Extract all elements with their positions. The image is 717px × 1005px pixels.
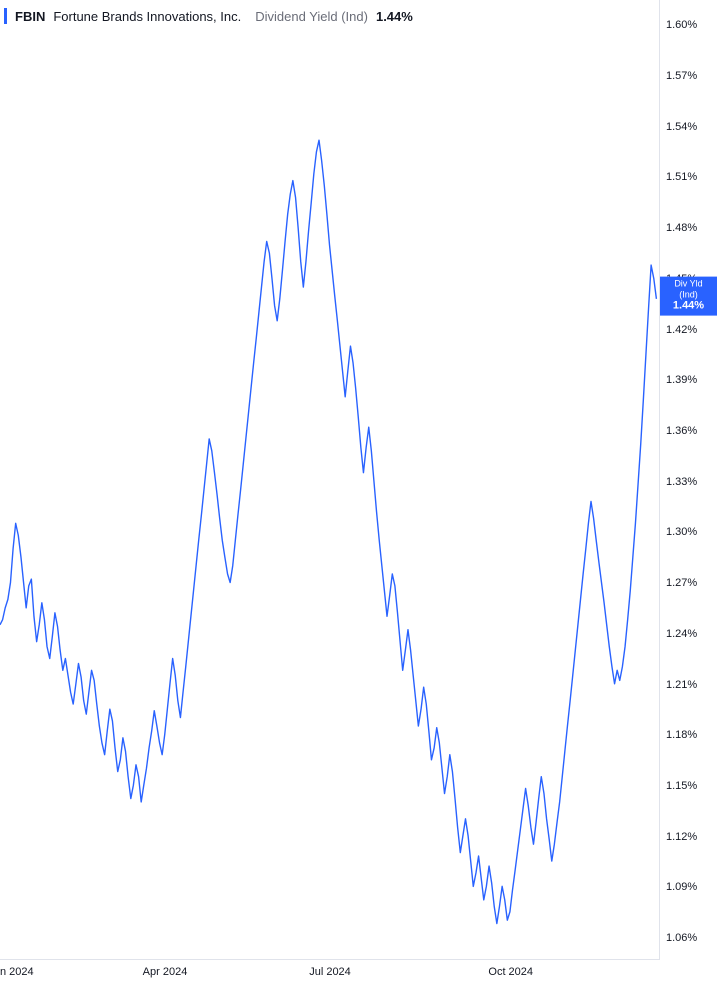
y-tick-label: 1.30% <box>666 526 697 538</box>
y-axis: 1.60%1.57%1.54%1.51%1.48%1.45%1.42%1.39%… <box>660 0 717 960</box>
price-flag-value: 1.44% <box>664 300 713 313</box>
y-tick-label: 1.12% <box>666 831 697 843</box>
y-tick-label: 1.18% <box>666 729 697 741</box>
y-tick-label: 1.33% <box>666 476 697 488</box>
y-tick-label: 1.57% <box>666 70 697 82</box>
chart-plot-area[interactable] <box>0 0 660 960</box>
dividend-yield-line <box>0 140 656 923</box>
y-tick-label: 1.60% <box>666 19 697 31</box>
price-flag: Div Yld (Ind) 1.44% <box>660 276 717 315</box>
y-tick-label: 1.27% <box>666 577 697 589</box>
price-flag-label: Div Yld (Ind) <box>664 278 713 300</box>
x-tick-label: n 2024 <box>0 966 34 978</box>
y-tick-label: 1.24% <box>666 628 697 640</box>
company-name: Fortune Brands Innovations, Inc. <box>53 9 241 24</box>
y-tick-label: 1.15% <box>666 780 697 792</box>
x-axis: n 2024 Apr 2024 Jul 2024 Oct 2024 <box>0 960 660 1005</box>
y-tick-label: 1.09% <box>666 881 697 893</box>
y-tick-label: 1.21% <box>666 679 697 691</box>
chart-header: FBIN Fortune Brands Innovations, Inc. Di… <box>4 8 413 24</box>
y-tick-label: 1.06% <box>666 932 697 944</box>
metric-value: 1.44% <box>376 9 413 24</box>
y-tick-label: 1.39% <box>666 374 697 386</box>
chart-svg <box>0 0 659 959</box>
y-tick-label: 1.54% <box>666 121 697 133</box>
y-tick-label: 1.36% <box>666 425 697 437</box>
x-tick-label: Jul 2024 <box>309 966 351 978</box>
x-tick-label: Apr 2024 <box>143 966 188 978</box>
y-tick-label: 1.48% <box>666 222 697 234</box>
y-tick-label: 1.51% <box>666 171 697 183</box>
y-tick-label: 1.42% <box>666 324 697 336</box>
x-tick-label: Oct 2024 <box>488 966 533 978</box>
metric-label: Dividend Yield (Ind) <box>255 9 368 24</box>
ticker-symbol[interactable]: FBIN <box>15 9 45 24</box>
ticker-accent-bar <box>4 8 7 24</box>
